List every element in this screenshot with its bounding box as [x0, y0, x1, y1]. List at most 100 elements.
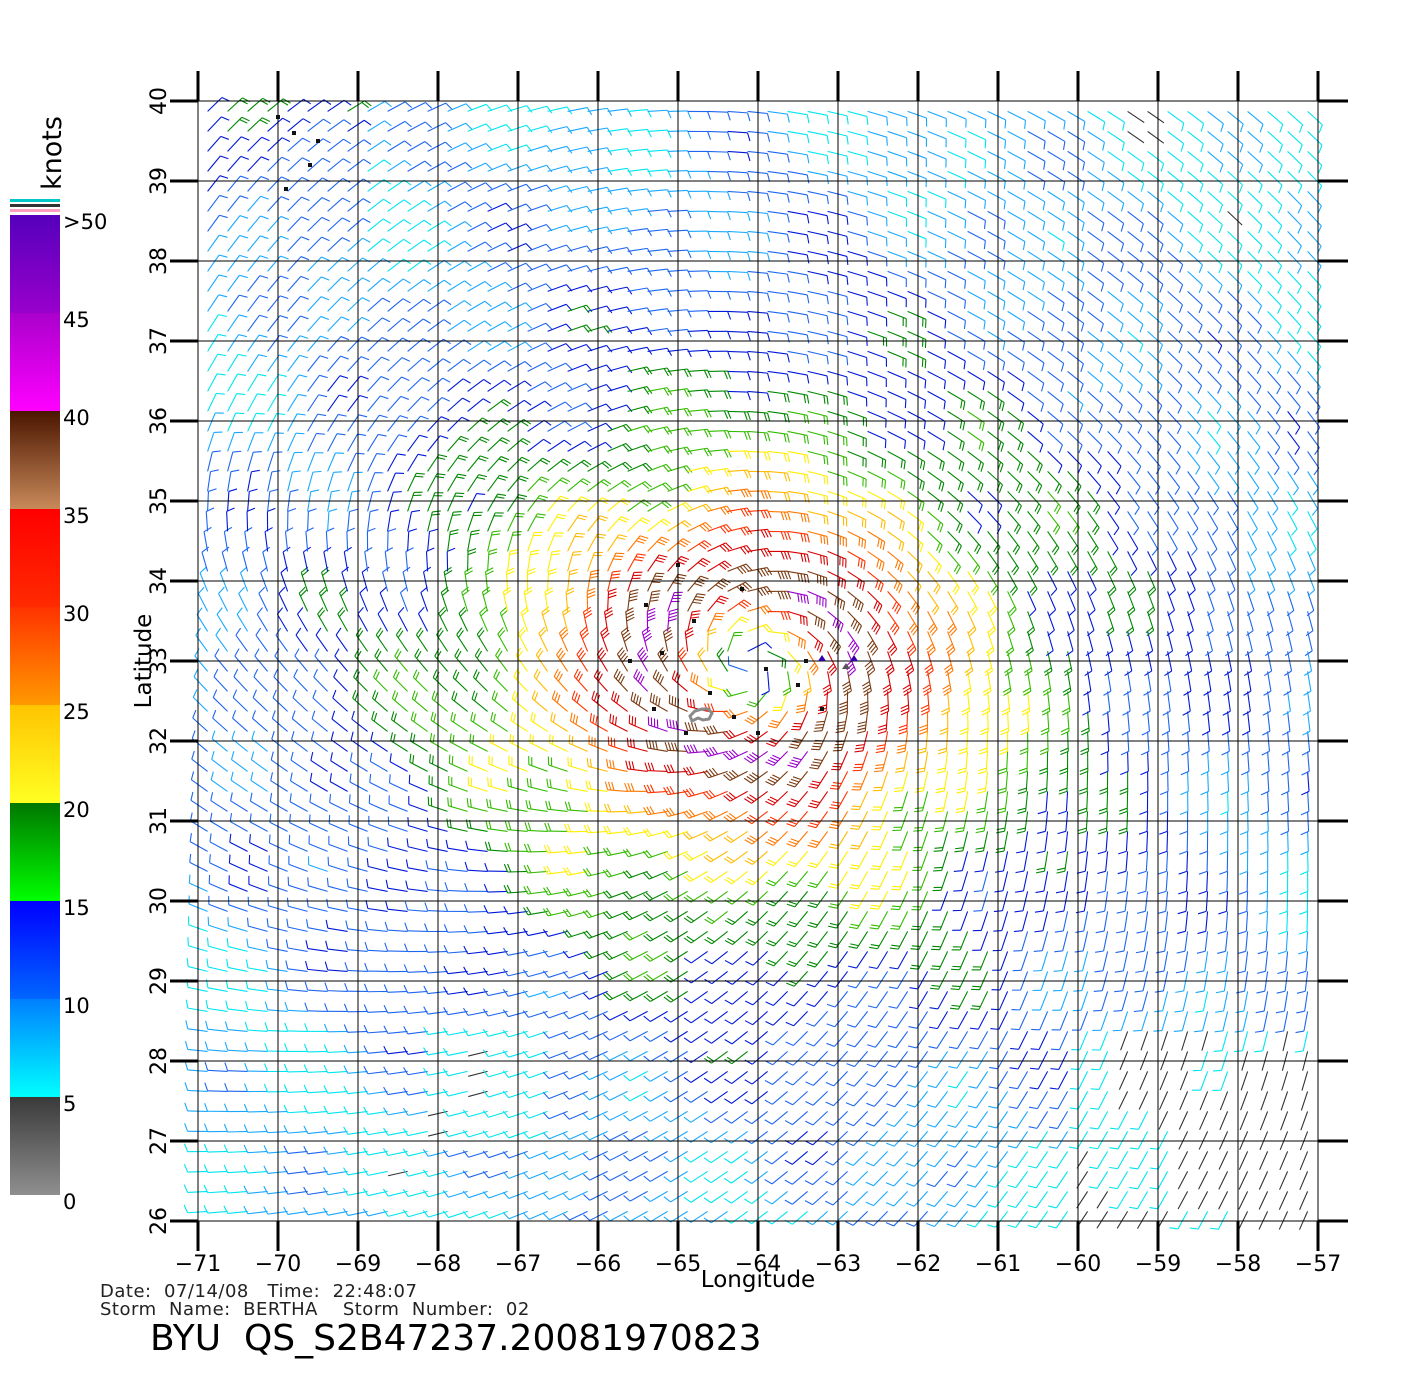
wind-barb [224, 1021, 248, 1032]
wind-barb [1150, 1131, 1169, 1150]
wind-barb [1129, 1171, 1149, 1190]
wind-barb [930, 951, 949, 971]
wind-barb [972, 931, 989, 951]
wind-barb [623, 1070, 648, 1082]
wind-barb [867, 991, 889, 1009]
wind-barb [364, 962, 388, 972]
wind-barb [1194, 1011, 1209, 1033]
wind-barb [885, 1191, 909, 1207]
wind-barb [1029, 1051, 1049, 1070]
wind-barb [1295, 1011, 1309, 1034]
wind-barb [1258, 1191, 1269, 1210]
wind-barb [889, 931, 909, 950]
wind-barb [1108, 1191, 1129, 1210]
wind-barb [1177, 1191, 1189, 1210]
wind-barb [1213, 1031, 1229, 1052]
wind-barb [764, 1130, 788, 1145]
wind-barb [888, 971, 909, 990]
wind-barb [948, 1031, 969, 1050]
wind-barb [1009, 1071, 1029, 1090]
wind-barb [1258, 1171, 1269, 1190]
wind-barb [845, 1171, 868, 1186]
wind-barb [522, 1050, 548, 1059]
wind-barb [402, 1168, 428, 1177]
wind-barb [623, 970, 648, 982]
wind-barb [1050, 1051, 1069, 1070]
wind-barb [463, 945, 488, 955]
colorbar-tick-label: 40 [63, 406, 90, 430]
wind-barb [825, 1051, 849, 1067]
wind-barb [825, 1190, 848, 1206]
wind-barb [404, 943, 428, 953]
wind-barb [542, 990, 568, 999]
wind-barb [825, 1111, 848, 1126]
wind-barb [1028, 1111, 1049, 1129]
wind-barb [865, 1211, 888, 1227]
wind-barb [1192, 1071, 1209, 1091]
wind-barb [663, 1110, 688, 1123]
wind-barb [1133, 1011, 1149, 1032]
wind-barb [703, 1190, 728, 1204]
wind-barb [463, 987, 488, 996]
wind-barb [1298, 931, 1309, 955]
wind-barb [683, 1190, 708, 1203]
wind-barb [1139, 1071, 1149, 1090]
wind-barb [931, 931, 949, 951]
wind-barb [989, 1051, 1009, 1070]
wind-barb [724, 1030, 748, 1045]
longitude-tick-label: −66 [575, 1252, 621, 1277]
wind-barb [806, 991, 829, 1008]
wind-barb [1136, 1211, 1149, 1229]
wind-barb [1096, 1211, 1109, 1229]
wind-barb [542, 1130, 568, 1140]
wind-barb [482, 1210, 508, 1219]
wind-barb [223, 1185, 248, 1194]
wind-barb [1007, 1151, 1029, 1169]
wind-barb [1068, 1131, 1089, 1150]
wind-barb [623, 1030, 648, 1042]
wind-barb [744, 1010, 768, 1026]
wind-barb [323, 1105, 348, 1115]
wind-barb [846, 1051, 869, 1068]
wind-barb [1033, 931, 1049, 953]
wind-barb [1300, 1111, 1309, 1131]
wind-barb [929, 971, 949, 990]
latitude-tick-label: 40 [147, 87, 172, 115]
wind-barb [683, 1010, 708, 1024]
wind-barb [1007, 1211, 1029, 1229]
wind-barb [463, 925, 488, 934]
wind-barb [825, 1071, 848, 1087]
wind-barb [284, 981, 308, 992]
wind-barb [603, 990, 628, 1001]
wind-barb [886, 1071, 909, 1088]
wind-barb [1201, 1031, 1209, 1051]
wind-barb [744, 990, 768, 1006]
wind-barb [804, 1170, 828, 1186]
wind-barb [967, 1111, 989, 1129]
wind-barb [1008, 1111, 1029, 1129]
wind-barb [683, 1070, 708, 1083]
wind-barb [383, 984, 408, 993]
wind-barb [244, 1062, 268, 1072]
longitude-tick-label: −67 [495, 1252, 541, 1277]
wind-barb [303, 1146, 328, 1155]
wind-barb [383, 1127, 408, 1136]
wind-barb [1149, 1151, 1169, 1170]
wind-barb [704, 1010, 728, 1024]
wind-barb [1260, 1071, 1269, 1091]
wind-barb [886, 1131, 909, 1147]
wind-barb [603, 1190, 628, 1202]
wind-barb [724, 1070, 748, 1085]
wind-barb [1049, 1091, 1069, 1110]
wind-barb [623, 950, 648, 961]
wind-barb [931, 911, 949, 931]
wind-barb [522, 1150, 548, 1160]
wind-barb [786, 931, 809, 948]
wind-barb [1047, 1191, 1069, 1209]
wind-barb [562, 1130, 588, 1140]
wind-barb [1218, 1191, 1229, 1210]
wind-barb [724, 1110, 748, 1124]
rain-flag [732, 715, 736, 719]
wind-barb [285, 939, 308, 952]
